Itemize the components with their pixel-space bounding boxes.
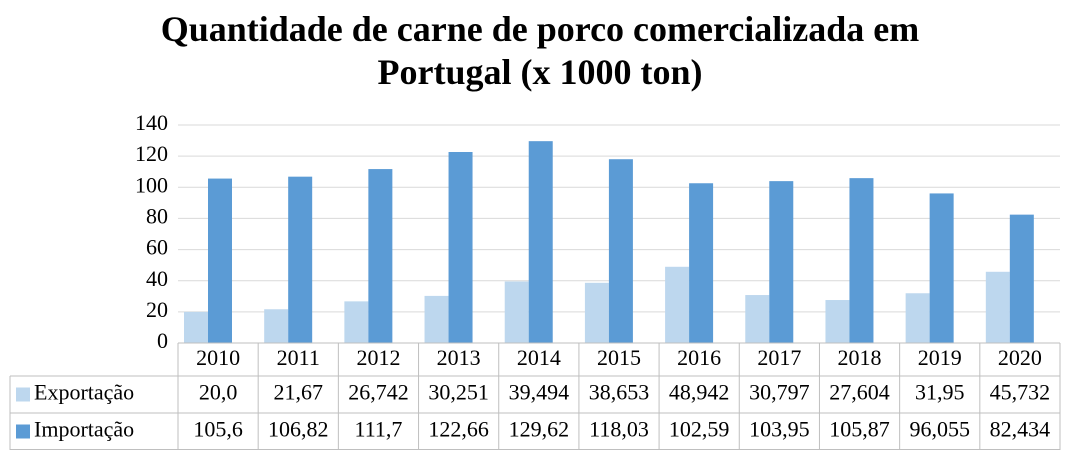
bar xyxy=(368,169,393,343)
legend-swatch xyxy=(16,387,30,402)
bar xyxy=(208,178,232,343)
x-tick-label: 2017 xyxy=(757,345,801,370)
bar xyxy=(745,295,770,343)
x-tick-label: 2020 xyxy=(998,345,1042,370)
bar xyxy=(584,282,609,343)
bar xyxy=(689,183,714,343)
bar xyxy=(905,293,930,343)
table-value: 103,95 xyxy=(749,417,810,442)
x-tick-label: 2018 xyxy=(838,345,882,370)
x-tick-label: 2012 xyxy=(356,345,400,370)
bar xyxy=(665,266,690,343)
y-tick-label: 100 xyxy=(135,172,168,197)
bar xyxy=(504,281,529,343)
x-tick-label: 2011 xyxy=(277,345,320,370)
table-value: 30,797 xyxy=(749,380,810,405)
table-value: 26,742 xyxy=(348,380,409,405)
bar xyxy=(608,159,633,343)
table-value: 105,6 xyxy=(193,417,243,442)
table-value: 31,95 xyxy=(915,380,965,405)
x-tick-label: 2016 xyxy=(677,345,721,370)
table-value: 45,732 xyxy=(990,380,1051,405)
chart-title: Quantidade de carne de porco comercializ… xyxy=(160,9,920,92)
bar xyxy=(344,301,369,343)
y-tick-label: 40 xyxy=(146,266,168,291)
y-tick-label: 120 xyxy=(135,141,168,166)
table-value: 48,942 xyxy=(669,380,730,405)
y-tick-label: 140 xyxy=(135,110,168,135)
table-value: 20,0 xyxy=(199,380,238,405)
bar xyxy=(769,181,794,343)
y-tick-label: 0 xyxy=(157,328,168,353)
table-value: 129,62 xyxy=(509,417,570,442)
y-tick-label: 20 xyxy=(146,297,168,322)
table-value: 30,251 xyxy=(428,380,489,405)
x-tick-label: 2013 xyxy=(437,345,481,370)
bar xyxy=(1009,214,1034,343)
table-value: 39,494 xyxy=(509,380,570,405)
table-value: 38,653 xyxy=(589,380,650,405)
table-value: 118,03 xyxy=(589,417,649,442)
bar xyxy=(448,152,473,343)
legend-swatch xyxy=(16,424,30,439)
bar xyxy=(288,176,313,343)
table-value: 102,59 xyxy=(669,417,730,442)
table-value: 96,055 xyxy=(909,417,970,442)
bar xyxy=(825,300,850,343)
y-tick-label: 60 xyxy=(146,235,168,260)
table-value: 111,7 xyxy=(355,417,403,442)
bar xyxy=(849,178,874,343)
bar xyxy=(184,311,208,343)
table-value: 82,434 xyxy=(990,417,1051,442)
table-value: 21,67 xyxy=(274,380,324,405)
x-tick-label: 2014 xyxy=(517,345,561,370)
bar xyxy=(264,309,289,343)
y-tick-label: 80 xyxy=(146,203,168,228)
x-tick-label: 2015 xyxy=(597,345,641,370)
legend-label: Exportação xyxy=(34,380,134,405)
bar xyxy=(985,271,1010,343)
bar xyxy=(528,141,553,343)
bar xyxy=(424,295,449,343)
table-value: 122,66 xyxy=(428,417,489,442)
table-value: 106,82 xyxy=(268,417,329,442)
x-tick-label: 2010 xyxy=(196,345,240,370)
table-value: 105,87 xyxy=(829,417,890,442)
bar xyxy=(929,193,954,343)
x-tick-label: 2019 xyxy=(918,345,962,370)
legend-label: Importação xyxy=(34,417,134,442)
table-value: 27,604 xyxy=(829,380,890,405)
